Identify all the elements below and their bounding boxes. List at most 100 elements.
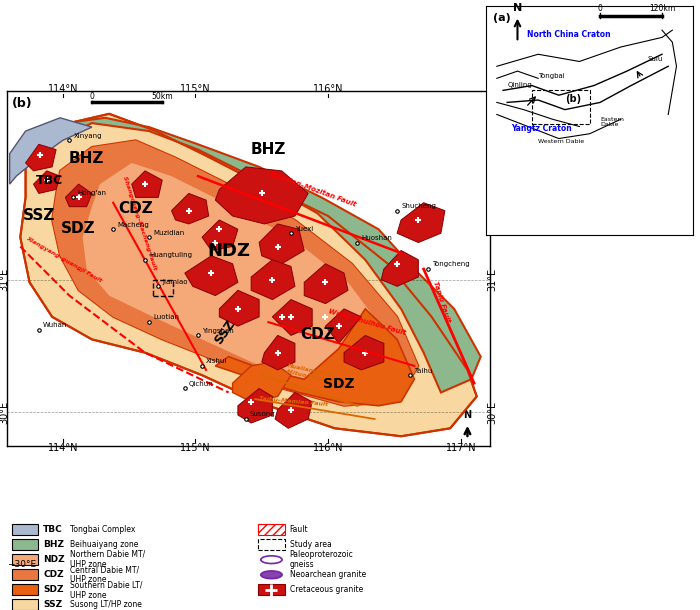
Text: Tongbai: Tongbai xyxy=(538,73,565,79)
Text: 116°N: 116°N xyxy=(313,84,344,94)
Polygon shape xyxy=(185,256,238,296)
Text: Hong'an: Hong'an xyxy=(77,190,106,196)
Text: N: N xyxy=(513,3,522,13)
Text: 115°N: 115°N xyxy=(180,84,211,94)
Polygon shape xyxy=(172,193,209,224)
Bar xyxy=(12,600,38,610)
Text: Wuhe–Shuihou Fault: Wuhe–Shuihou Fault xyxy=(328,309,407,336)
Text: Luotian: Luotian xyxy=(153,315,179,320)
Polygon shape xyxy=(344,336,384,370)
Text: SDZ: SDZ xyxy=(323,378,354,392)
Polygon shape xyxy=(251,260,295,300)
Text: SSZ: SSZ xyxy=(43,600,62,609)
Polygon shape xyxy=(326,309,361,343)
Bar xyxy=(12,554,38,565)
Text: 31°E: 31°E xyxy=(487,268,497,291)
Text: CDZ: CDZ xyxy=(300,328,335,342)
Text: 30°E: 30°E xyxy=(0,401,10,424)
Text: 117°N: 117°N xyxy=(445,443,476,453)
Text: Jiamiao: Jiamiao xyxy=(162,279,188,285)
Polygon shape xyxy=(304,264,348,304)
Text: Yangtz Craton: Yangtz Craton xyxy=(511,124,572,134)
Text: Western Dabie: Western Dabie xyxy=(538,139,584,145)
Polygon shape xyxy=(83,163,392,389)
Text: N: N xyxy=(463,411,472,420)
Text: CDZ: CDZ xyxy=(118,201,153,217)
Polygon shape xyxy=(216,309,414,406)
Text: Shucheng: Shucheng xyxy=(401,203,436,209)
Bar xyxy=(12,524,38,535)
Polygon shape xyxy=(52,140,419,406)
Polygon shape xyxy=(65,184,92,207)
Polygon shape xyxy=(216,167,308,224)
Text: Susong LT/HP zone: Susong LT/HP zone xyxy=(70,600,141,609)
Text: 0: 0 xyxy=(90,92,95,101)
Text: Cretaceous granite: Cretaceous granite xyxy=(290,586,363,594)
Bar xyxy=(258,584,285,595)
Text: Huoshan: Huoshan xyxy=(361,235,392,241)
Text: 30°E: 30°E xyxy=(487,401,497,424)
Ellipse shape xyxy=(261,556,282,564)
Text: Tongbai Complex: Tongbai Complex xyxy=(70,525,135,534)
Text: 116°N: 116°N xyxy=(313,443,344,453)
Bar xyxy=(12,539,38,550)
Text: SDZ: SDZ xyxy=(43,586,64,594)
Ellipse shape xyxy=(261,571,282,579)
Polygon shape xyxy=(10,118,92,184)
Text: Hualiangting–
Mituo Fault: Hualiangting– Mituo Fault xyxy=(286,364,335,384)
Text: Muzidian: Muzidian xyxy=(153,229,184,235)
Bar xyxy=(153,279,173,296)
Text: 114°N: 114°N xyxy=(48,84,78,94)
Text: 115°N: 115°N xyxy=(180,443,211,453)
Bar xyxy=(532,90,589,124)
Bar xyxy=(12,569,38,580)
Polygon shape xyxy=(397,203,445,243)
Text: Study area: Study area xyxy=(290,540,331,549)
Text: Central Dabie MT/
UHP zone: Central Dabie MT/ UHP zone xyxy=(70,565,139,584)
Text: Shangcheng–Macheng Fault: Shangcheng–Macheng Fault xyxy=(122,175,158,270)
Text: TBC: TBC xyxy=(36,174,63,187)
Polygon shape xyxy=(83,163,392,389)
Polygon shape xyxy=(272,300,312,336)
Text: (b): (b) xyxy=(565,95,581,104)
Text: BHZ: BHZ xyxy=(69,151,104,166)
Text: SSZ: SSZ xyxy=(211,317,237,346)
Text: 114°N: 114°N xyxy=(48,443,78,453)
Text: Fault: Fault xyxy=(290,525,308,534)
Text: Xishui: Xishui xyxy=(206,358,228,364)
Bar xyxy=(258,524,285,535)
Text: 31°E: 31°E xyxy=(0,268,10,291)
Text: Xinyang: Xinyang xyxy=(74,133,102,138)
Text: (b): (b) xyxy=(13,96,33,110)
Text: Eastern
Dabie: Eastern Dabie xyxy=(600,117,624,127)
Text: 120km: 120km xyxy=(649,4,675,13)
Text: Susong: Susong xyxy=(250,411,276,417)
Polygon shape xyxy=(56,118,481,392)
Polygon shape xyxy=(52,140,419,406)
Polygon shape xyxy=(262,336,295,370)
Text: Yingshan: Yingshan xyxy=(202,328,234,334)
Text: NDZ: NDZ xyxy=(207,242,250,260)
Text: Macheng: Macheng xyxy=(117,221,149,228)
Text: Sulu: Sulu xyxy=(648,57,663,62)
Polygon shape xyxy=(382,251,419,286)
Text: Taihu: Taihu xyxy=(414,368,433,373)
Polygon shape xyxy=(232,362,291,402)
Text: North China Craton: North China Craton xyxy=(527,30,611,40)
Text: Yuexi: Yuexi xyxy=(295,226,313,232)
Text: Tanlu Fault: Tanlu Fault xyxy=(432,281,451,323)
Text: Xiangyang–guangji Fault: Xiangyang–guangji Fault xyxy=(26,235,103,283)
Polygon shape xyxy=(20,114,477,436)
Text: Northern Dabie MT/
UHP zone: Northern Dabie MT/ UHP zone xyxy=(70,550,145,569)
Text: BHZ: BHZ xyxy=(251,142,286,157)
Polygon shape xyxy=(202,220,238,251)
Polygon shape xyxy=(238,389,272,423)
Text: SSZ: SSZ xyxy=(22,208,55,223)
Text: (a): (a) xyxy=(493,13,510,23)
Text: Tongcheng: Tongcheng xyxy=(432,262,469,267)
Text: Paleoproterozoic
gneiss: Paleoproterozoic gneiss xyxy=(290,550,354,569)
Text: Qichun: Qichun xyxy=(189,381,213,387)
Text: CDZ: CDZ xyxy=(43,570,64,580)
Text: −30°E: −30°E xyxy=(7,560,36,569)
Text: Beihuaiyang zone: Beihuaiyang zone xyxy=(70,540,138,549)
